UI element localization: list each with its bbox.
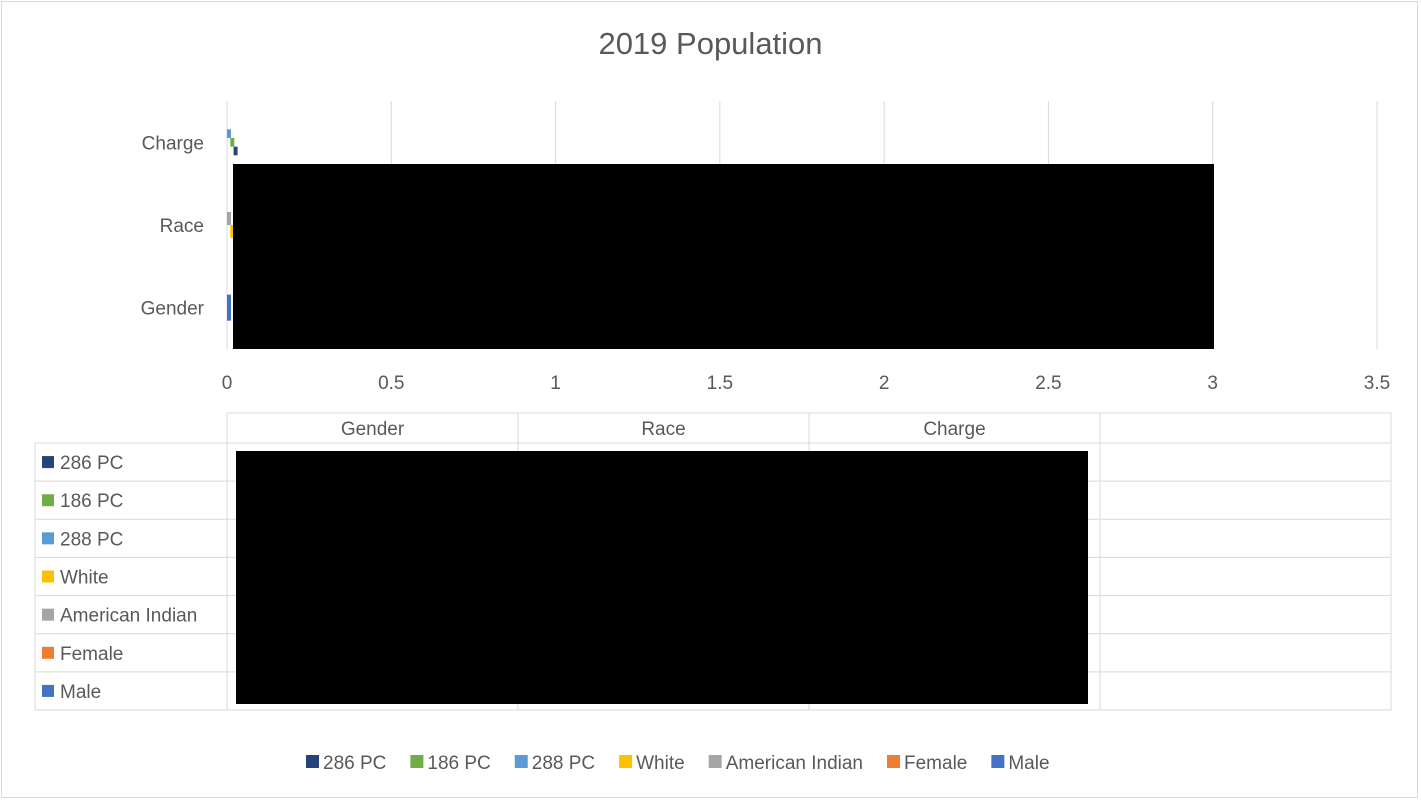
y-category-label: Charge: [142, 133, 204, 154]
legend-label: 186 PC: [427, 753, 490, 774]
table-header-label: Race: [641, 419, 685, 440]
table-row-label: 186 PC: [60, 491, 123, 512]
y-category-label: Race: [160, 216, 204, 237]
x-tick-label: 1.5: [707, 373, 733, 394]
table-row-label: 288 PC: [60, 529, 123, 550]
legend-label: 286 PC: [323, 753, 386, 774]
legend-label: Male: [1008, 753, 1049, 774]
bar-segment-male: [227, 294, 231, 321]
table-legend-swatch-288-pc: [42, 532, 54, 545]
legend-swatch-female: [887, 755, 900, 768]
table-row-label: Female: [60, 644, 123, 665]
x-tick-label: 2: [879, 373, 890, 394]
bar-segment-186-pc: [230, 138, 235, 147]
legend-label: Female: [904, 753, 967, 774]
table-row-label: American Indian: [60, 606, 197, 627]
x-tick-label: 2.5: [1035, 373, 1061, 394]
table-legend-swatch-female: [42, 646, 54, 659]
legend-label: White: [636, 753, 685, 774]
table-row-label: 286 PC: [60, 453, 123, 474]
legend-swatch-american-indian: [708, 755, 722, 768]
x-tick-label: 3.5: [1364, 373, 1390, 394]
table-header-label: Gender: [341, 419, 405, 440]
table-legend-swatch-american-indian: [42, 608, 54, 621]
table-legend-swatch-186-pc: [42, 494, 54, 507]
chart-title: 2019 Population: [598, 26, 823, 61]
legend-swatch-male: [991, 755, 1005, 768]
table-row-label: White: [60, 568, 109, 589]
table-legend-swatch-male: [42, 684, 54, 697]
bar-segment-american-indian: [227, 212, 231, 225]
legend-swatch-186-pc: [410, 755, 424, 768]
x-tick-label: 3: [1207, 373, 1218, 394]
x-tick-label: 1: [550, 373, 561, 394]
x-tick-label: 0: [222, 373, 233, 394]
bar-segment-286-pc: [233, 146, 238, 156]
legend-swatch-288-pc: [514, 755, 528, 768]
x-tick-label: 0.5: [378, 373, 404, 394]
legend-swatch-286-pc: [306, 755, 319, 768]
redaction-block: [236, 451, 1088, 704]
legend-label: American Indian: [726, 753, 863, 774]
table-legend-swatch-white: [42, 570, 54, 583]
table-legend-swatch-286-pc: [42, 456, 54, 469]
table-header-label: Charge: [923, 419, 985, 440]
redaction-block: [233, 164, 1214, 349]
bar-segment-white: [230, 225, 235, 238]
y-category-label: Gender: [141, 299, 205, 320]
table-row-label: Male: [60, 682, 101, 703]
legend-label: 288 PC: [532, 753, 595, 774]
legend-swatch-white: [619, 755, 633, 768]
bar-segment-288-pc: [227, 129, 231, 138]
